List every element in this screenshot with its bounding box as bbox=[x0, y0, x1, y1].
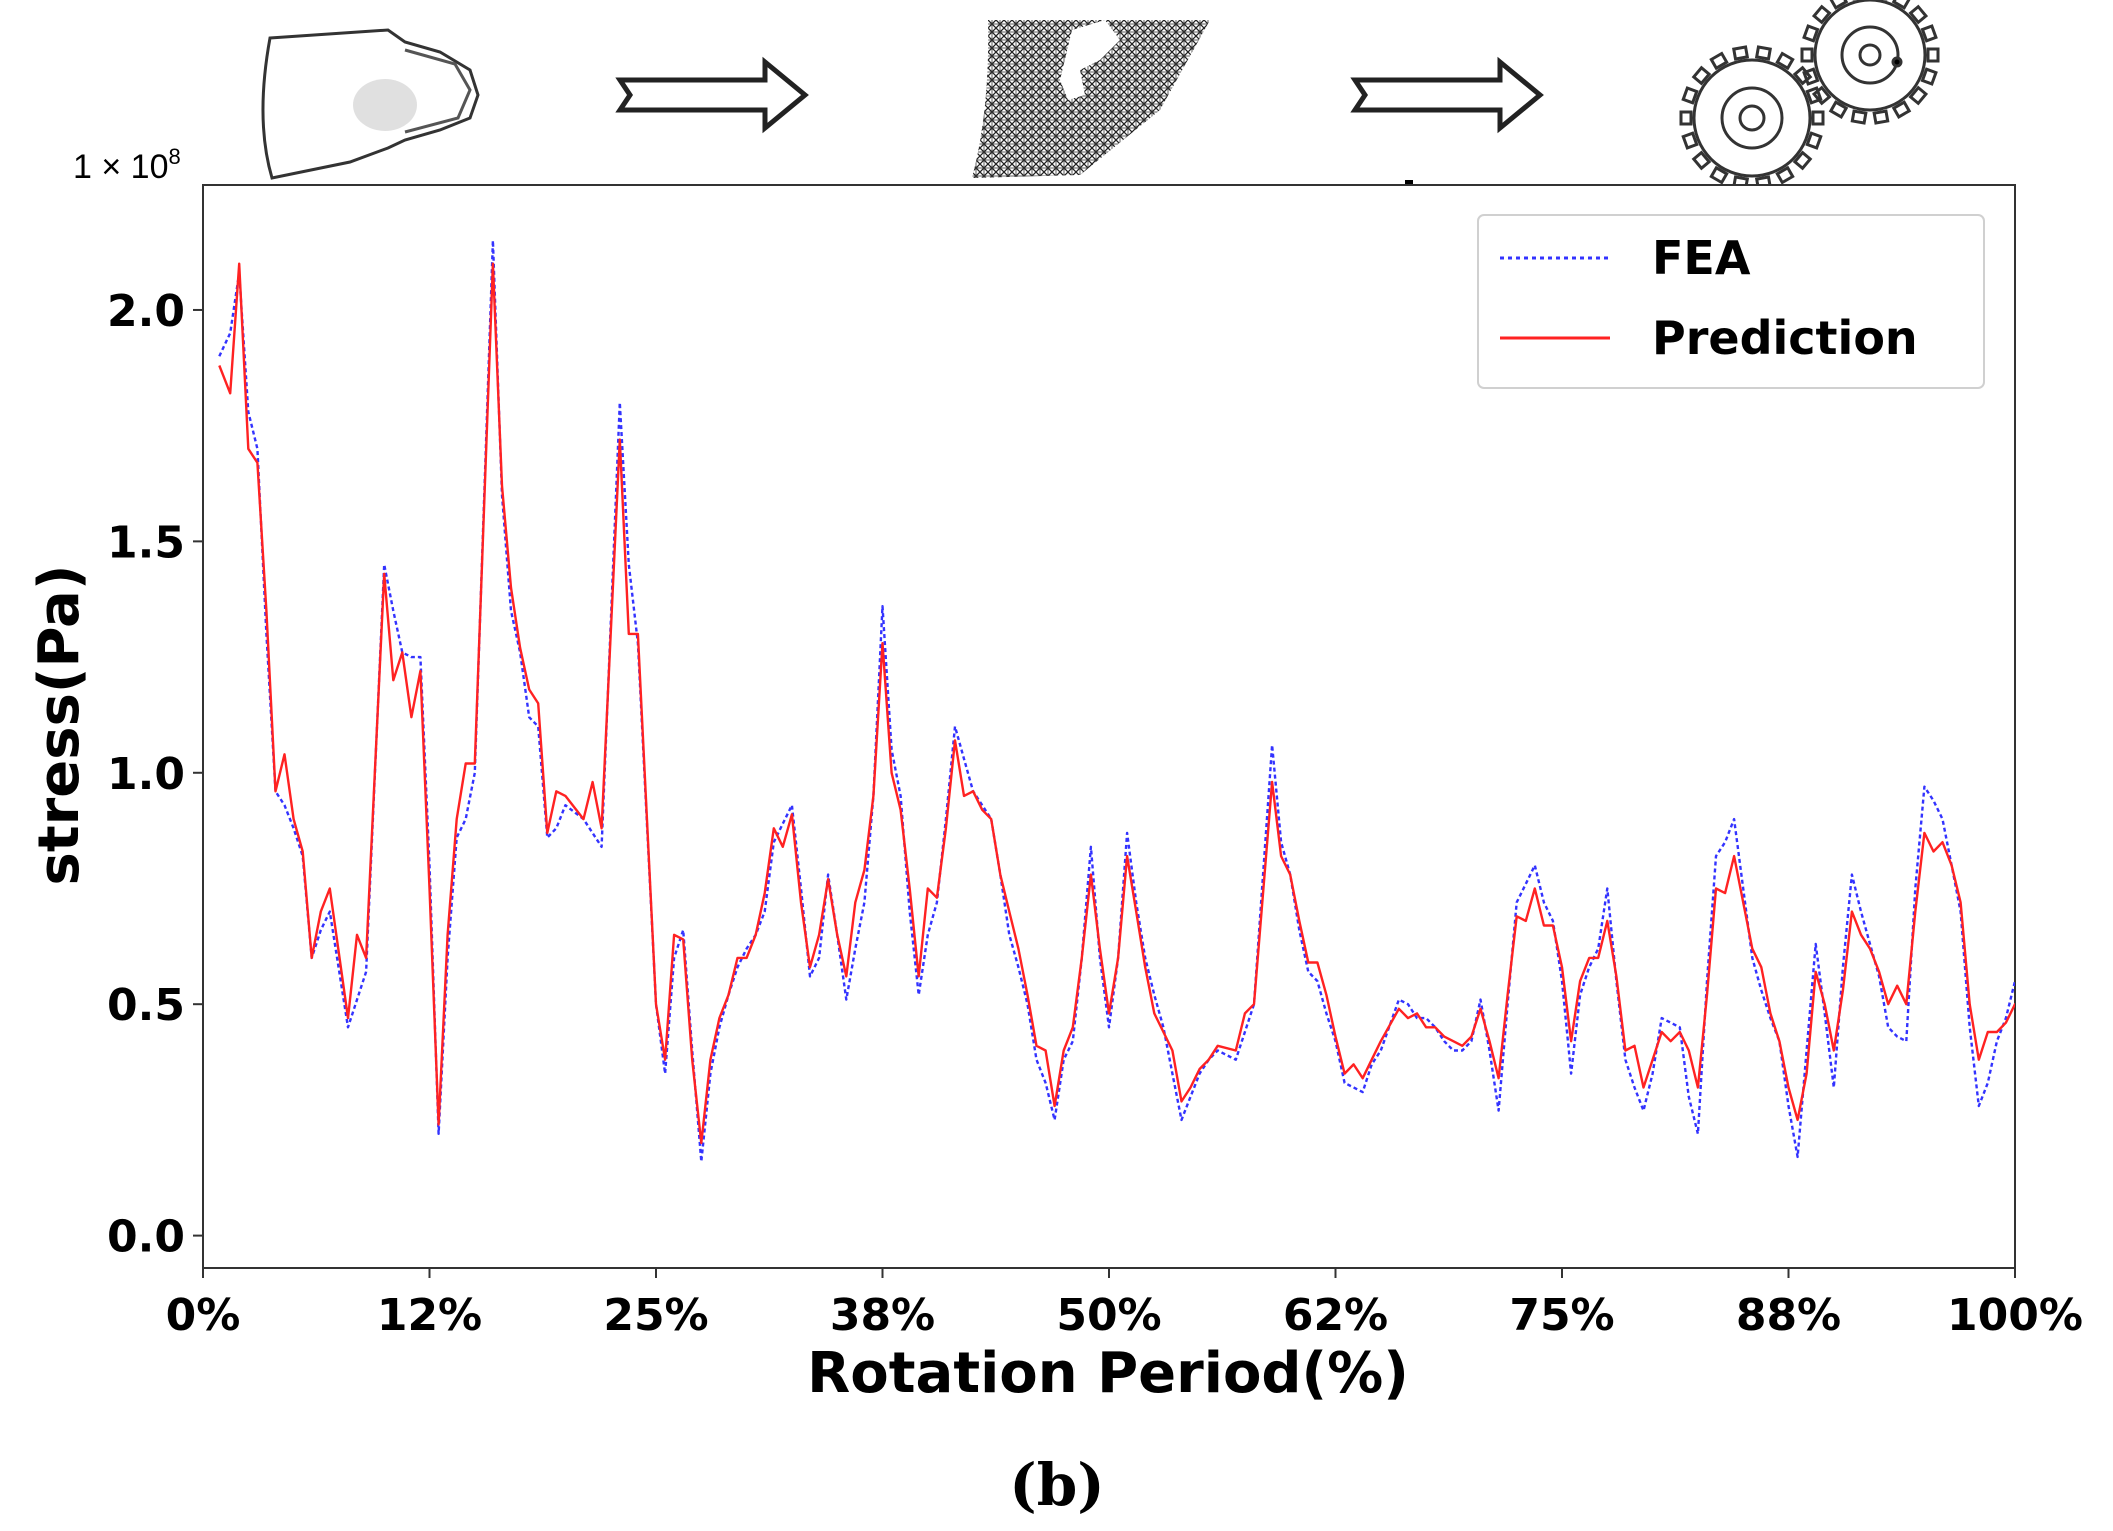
gear-tooth bbox=[1920, 67, 1938, 86]
x-tick-label: 62% bbox=[1283, 1290, 1388, 1341]
gear-tooth bbox=[1872, 109, 1890, 125]
gear-tooth bbox=[1691, 150, 1712, 171]
gear-tooth bbox=[1828, 100, 1849, 119]
gear-tooth bbox=[1891, 0, 1912, 10]
gear-tooth bbox=[1828, 0, 1849, 10]
arrow-icon bbox=[615, 56, 809, 134]
gear-tooth bbox=[1802, 24, 1820, 43]
gear-tooth bbox=[1792, 150, 1813, 171]
legend-fea-label: FEA bbox=[1652, 231, 1751, 285]
figure-caption: (b) bbox=[1009, 1451, 1104, 1519]
gear-tooth bbox=[1805, 86, 1823, 105]
gear-tooth bbox=[1908, 4, 1929, 25]
x-tick-label: 12% bbox=[377, 1290, 482, 1341]
legend-prediction-label: Prediction bbox=[1652, 311, 1918, 365]
series-line-fea bbox=[218, 239, 2015, 1163]
y-tick-label: 2.0 bbox=[107, 286, 185, 337]
gear-tooth bbox=[1775, 51, 1795, 71]
y-tick-label: 1.0 bbox=[107, 749, 185, 800]
x-tick-label: 75% bbox=[1509, 1290, 1614, 1341]
mesh-image bbox=[972, 20, 1413, 186]
gear-tooth bbox=[1805, 131, 1823, 150]
gear-tooth bbox=[1800, 47, 1814, 63]
series-layer bbox=[218, 239, 2015, 1163]
legend: FEA Prediction bbox=[1477, 214, 1985, 389]
series-line-prediction bbox=[218, 262, 2015, 1145]
gears-image bbox=[1679, 0, 1940, 191]
gear-tooth bbox=[1920, 24, 1938, 43]
gear-tooth bbox=[1891, 100, 1912, 119]
gear-tooth bbox=[1775, 165, 1795, 185]
gear-tooth bbox=[1732, 45, 1750, 61]
y-multiplier: 1 × 108 bbox=[73, 144, 181, 186]
gear-tooth bbox=[1709, 51, 1729, 71]
gear-tooth bbox=[1908, 85, 1929, 106]
x-tick-label: 50% bbox=[1056, 1290, 1161, 1341]
gear-tooth bbox=[1754, 45, 1772, 61]
y-tick-label: 0.5 bbox=[107, 980, 185, 1031]
gear-tooth bbox=[1679, 110, 1693, 126]
gear-tooth bbox=[1681, 86, 1699, 105]
gear-tooth bbox=[1811, 4, 1832, 25]
gear-tooth bbox=[1811, 85, 1832, 106]
y-axis: 0.0 0.5 1.0 1.5 2.0 bbox=[107, 286, 203, 1263]
arrow-icon bbox=[1350, 56, 1544, 134]
x-axis: 0% 12% 25% 38% 50% 62% 75% 88% 100% bbox=[166, 1268, 2083, 1341]
x-axis-label: Rotation Period(%) bbox=[807, 1341, 1409, 1406]
x-tick-label: 100% bbox=[1947, 1290, 2083, 1341]
gear-tooth bbox=[1681, 131, 1699, 150]
gear-tooth bbox=[1709, 165, 1729, 185]
x-tick-label: 88% bbox=[1736, 1290, 1841, 1341]
gear-tooth bbox=[1850, 109, 1868, 125]
gear-tooth bbox=[1691, 65, 1712, 86]
y-tick-label: 0.0 bbox=[107, 1212, 185, 1263]
y-axis-label: stress(Pa) bbox=[27, 565, 92, 886]
gear-tooth bbox=[1811, 110, 1825, 126]
x-tick-label: 38% bbox=[830, 1290, 935, 1341]
gear-tooth bbox=[1802, 67, 1820, 86]
x-tick-label: 0% bbox=[166, 1290, 241, 1341]
x-tick-label: 25% bbox=[603, 1290, 708, 1341]
y-tick-label: 1.5 bbox=[107, 517, 185, 568]
tooth-profile-image bbox=[261, 28, 480, 180]
gear-tooth bbox=[1926, 47, 1940, 63]
